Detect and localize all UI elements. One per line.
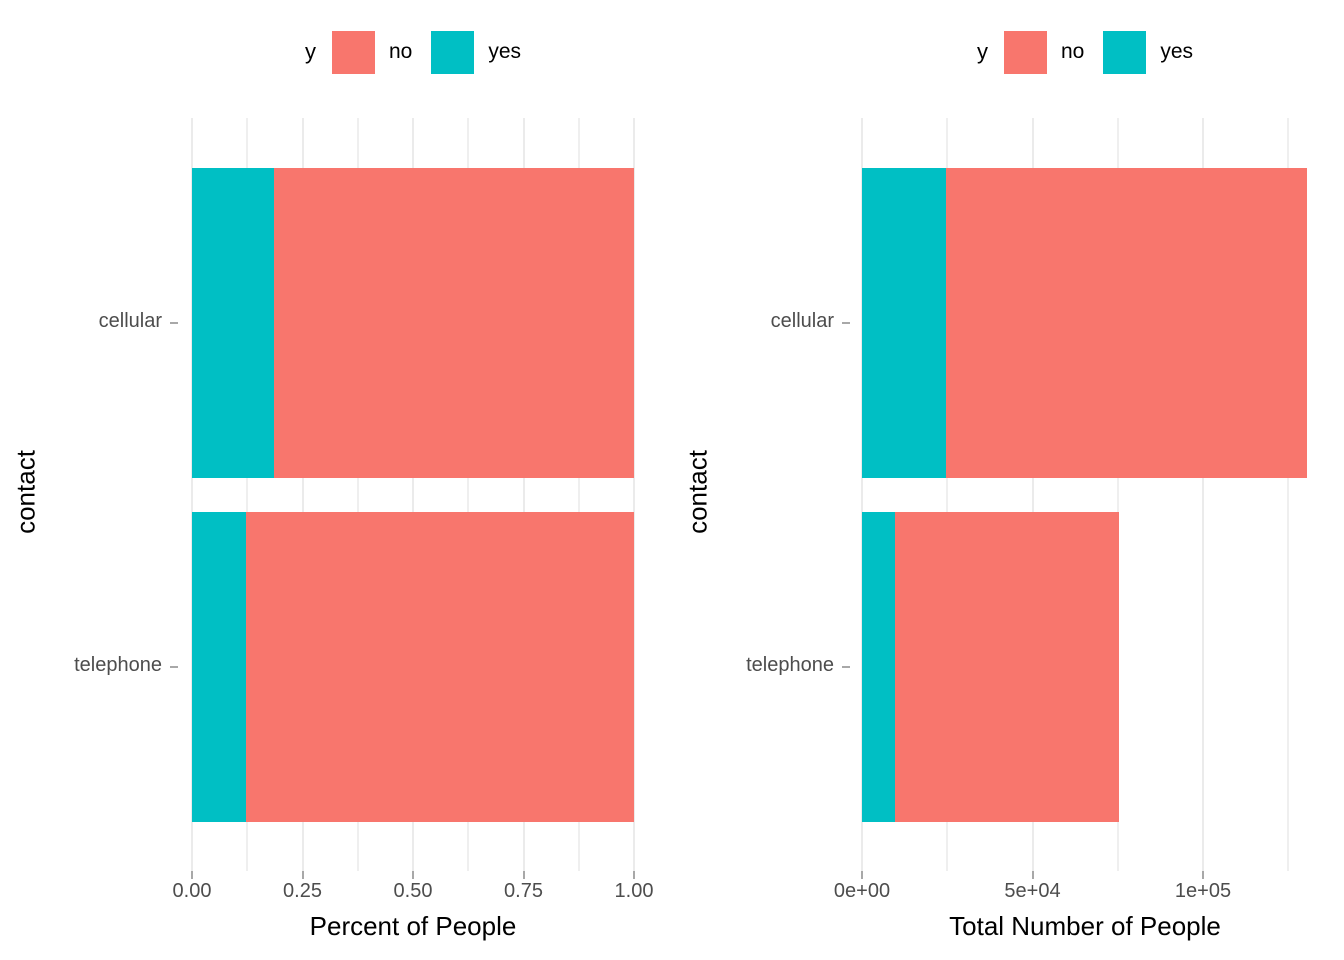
bar-segment-no-telephone <box>895 512 1120 822</box>
y-axis-tick <box>170 666 178 668</box>
x-axis-tick <box>633 871 635 879</box>
percent-of-people-plot: y no yes 0.00 0.25 0.50 0.75 1.00 cellular tel… <box>10 30 656 941</box>
legend-title: y <box>304 39 316 64</box>
major-gridline <box>861 118 863 871</box>
major-gridline <box>191 118 193 871</box>
x-tick-label: 0.25 <box>283 880 322 902</box>
legend-label-yes: yes <box>1160 40 1194 63</box>
minor-gridline <box>467 118 470 871</box>
minor-gridline <box>946 118 949 871</box>
legend-label-no: no <box>1060 40 1085 63</box>
legend-title: y <box>976 39 988 64</box>
x-tick-label: 0e+00 <box>833 880 891 902</box>
legend: y no yes <box>170 30 656 74</box>
y-tick-label-telephone: telephone <box>74 654 162 676</box>
legend-swatch-no <box>1003 30 1047 74</box>
major-gridline <box>412 118 414 871</box>
x-tick-label: 0.50 <box>393 880 433 902</box>
bar-segment-no-cellular <box>945 168 1307 478</box>
major-gridline <box>633 118 635 871</box>
y-axis-title: contact <box>10 450 41 534</box>
x-axis-tick <box>522 871 525 879</box>
x-tick-label: 0.75 <box>504 880 543 902</box>
x-axis-tick <box>191 871 193 879</box>
y-tick-label-cellular: cellular <box>98 310 162 332</box>
major-gridline <box>1202 118 1204 871</box>
x-tick-label: 0.00 <box>172 880 212 902</box>
x-axis-tick <box>412 871 414 879</box>
x-axis-tick <box>1202 871 1204 879</box>
minor-gridline <box>1287 118 1290 871</box>
y-axis-tick <box>842 666 850 668</box>
x-axis-tick <box>301 871 304 879</box>
legend-label-no: no <box>388 40 413 63</box>
y-axis-title: contact <box>682 450 713 534</box>
minor-gridline <box>577 118 580 871</box>
y-tick-label-cellular: cellular <box>770 310 834 332</box>
x-axis-title: Total Number of People <box>949 911 1221 941</box>
major-gridline <box>522 118 525 871</box>
x-axis-title: Percent of People <box>309 911 517 941</box>
major-gridline <box>301 118 304 871</box>
minor-gridline <box>356 118 359 871</box>
minor-gridline <box>246 118 249 871</box>
x-axis-tick <box>861 871 863 879</box>
x-axis-tick <box>1031 871 1034 879</box>
plot-panel: 0.00 0.25 0.50 0.75 1.00 cellular telephone <box>74 118 653 902</box>
plot-panel: 0e+00 5e+04 1e+05 cellular telephone <box>672 0 1344 960</box>
bar-segment-yes-cellular <box>192 168 275 478</box>
x-tick-label: 1.00 <box>614 880 654 902</box>
bar-segment-no-cellular <box>274 168 634 478</box>
legend-label-yes: yes <box>488 40 522 63</box>
legend: y no yes <box>842 30 1328 74</box>
bar-segment-yes-telephone <box>862 512 896 822</box>
x-tick-label: 1e+05 <box>1174 880 1232 902</box>
y-axis-tick <box>842 322 850 324</box>
total-number-of-people-plot: y no yes 0e+00 5e+04 1e+05 cellular telephon… <box>672 0 1344 960</box>
legend-swatch-no <box>331 30 375 74</box>
minor-gridline <box>1116 118 1119 871</box>
major-gridline <box>1031 118 1034 871</box>
x-tick-label: 5e+04 <box>1004 880 1061 902</box>
bar-segment-no-telephone <box>245 512 634 822</box>
y-axis-tick <box>170 322 178 324</box>
legend-swatch-yes <box>1103 30 1147 74</box>
legend-swatch-yes <box>431 30 475 74</box>
y-tick-label-telephone: telephone <box>746 654 834 676</box>
bar-segment-yes-cellular <box>862 168 946 478</box>
bar-segment-yes-telephone <box>192 512 246 822</box>
